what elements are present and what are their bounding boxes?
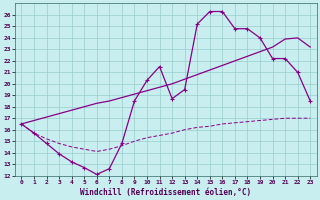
X-axis label: Windchill (Refroidissement éolien,°C): Windchill (Refroidissement éolien,°C) — [80, 188, 252, 197]
